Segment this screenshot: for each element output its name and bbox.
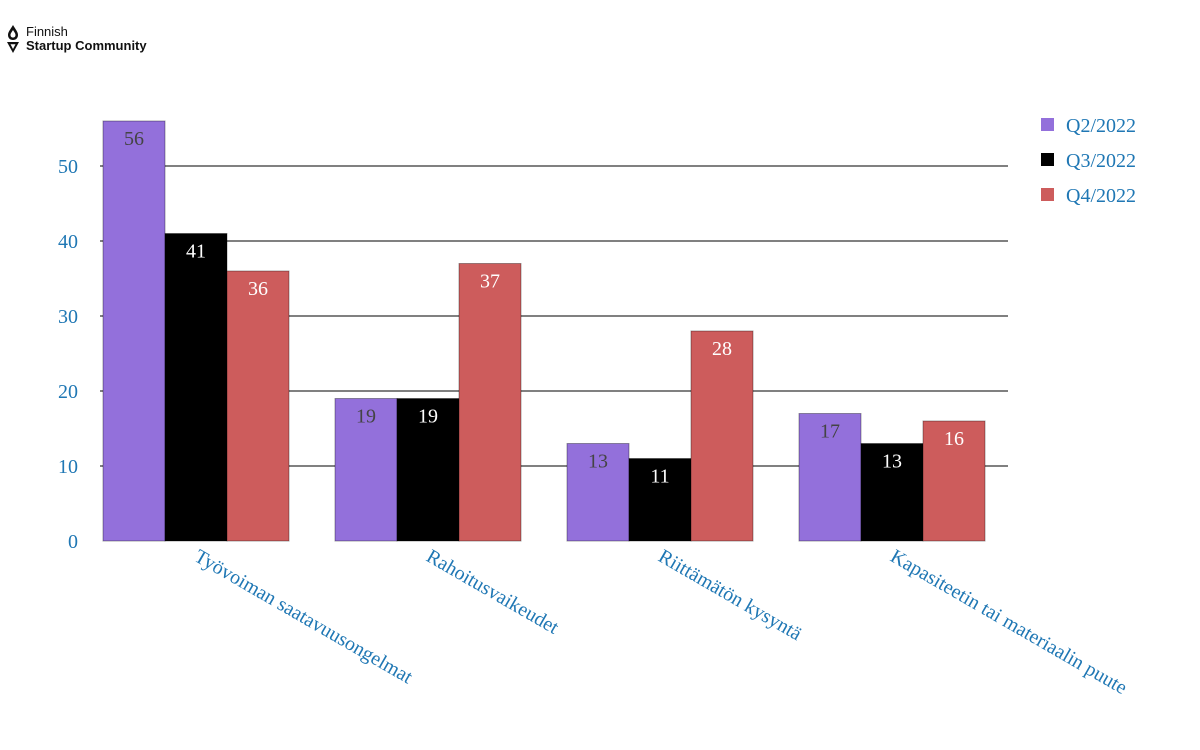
legend-swatch — [1041, 153, 1054, 166]
bar — [164, 233, 228, 542]
bar — [102, 120, 166, 542]
bar-value-label: 13 — [882, 451, 902, 473]
bar-value-label: 36 — [248, 278, 268, 300]
bar-value-label: 17 — [820, 421, 840, 443]
legend-label: Q3/2022 — [1066, 150, 1136, 172]
bar — [458, 263, 522, 542]
legend-swatch — [1041, 188, 1054, 201]
bar — [922, 420, 986, 542]
x-category-label: Työvoiman saatavuusongelmat — [191, 545, 417, 688]
bar — [226, 270, 290, 542]
x-category-label: Rahoitusvaikeudet — [423, 545, 563, 639]
bar-value-label: 28 — [712, 338, 732, 360]
bar — [334, 398, 398, 542]
y-tick-label: 50 — [58, 156, 78, 178]
logo-text-line1: Finnish — [26, 24, 68, 39]
y-tick-label: 20 — [58, 381, 78, 403]
bar — [690, 330, 754, 542]
y-tick-label: 0 — [68, 531, 78, 553]
bar-value-label: 37 — [480, 271, 500, 293]
y-tick-label: 40 — [58, 231, 78, 253]
bar — [628, 458, 692, 542]
legend-label: Q2/2022 — [1066, 115, 1136, 137]
y-tick-label: 30 — [58, 306, 78, 328]
bar-value-label: 13 — [588, 451, 608, 473]
bar-value-label: 19 — [356, 406, 376, 428]
bar-value-label: 11 — [650, 466, 669, 488]
x-axis-category-labels: Työvoiman saatavuusongelmat Rahoitusvaike… — [191, 545, 1131, 699]
bar-value-label: 19 — [418, 406, 438, 428]
bar — [860, 443, 924, 542]
x-category-label: Kapasiteetin tai materiaalin puute — [887, 545, 1131, 699]
logo-text-line2: Startup Community — [26, 38, 147, 53]
logo-icon — [7, 25, 19, 53]
bar-value-label: 56 — [124, 128, 144, 150]
legend-swatch — [1041, 118, 1054, 131]
y-axis-ticks: 0 10 20 30 40 50 — [58, 156, 78, 553]
finnish-startup-community-logo: Finnish Startup Community — [6, 24, 147, 54]
bars: 56 41 36 19 19 37 13 11 28 17 13 16 — [102, 120, 986, 542]
legend: Q2/2022 Q3/2022 Q4/2022 — [1041, 115, 1136, 207]
x-category-label: Riittämätön kysyntä — [655, 545, 806, 645]
legend-label: Q4/2022 — [1066, 185, 1136, 207]
bar-value-label: 16 — [944, 428, 964, 450]
y-tick-label: 10 — [58, 456, 78, 478]
bar-value-label: 41 — [186, 241, 206, 263]
